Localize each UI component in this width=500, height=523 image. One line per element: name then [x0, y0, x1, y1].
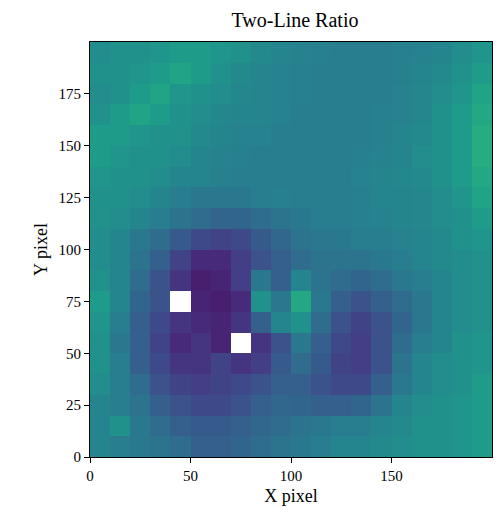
svg-text:175: 175 — [59, 86, 82, 102]
svg-text:Y pixel: Y pixel — [31, 223, 51, 276]
svg-text:0: 0 — [74, 449, 82, 465]
svg-text:100: 100 — [59, 242, 82, 258]
svg-text:75: 75 — [66, 294, 81, 310]
svg-text:X pixel: X pixel — [264, 486, 318, 506]
svg-text:125: 125 — [59, 190, 82, 206]
svg-text:150: 150 — [380, 468, 403, 484]
svg-text:25: 25 — [66, 397, 81, 413]
svg-text:100: 100 — [280, 468, 303, 484]
svg-text:Two-Line Ratio: Two-Line Ratio — [232, 9, 359, 31]
svg-text:0: 0 — [86, 468, 94, 484]
svg-text:50: 50 — [66, 346, 81, 362]
svg-text:50: 50 — [183, 468, 198, 484]
svg-text:150: 150 — [59, 138, 82, 154]
